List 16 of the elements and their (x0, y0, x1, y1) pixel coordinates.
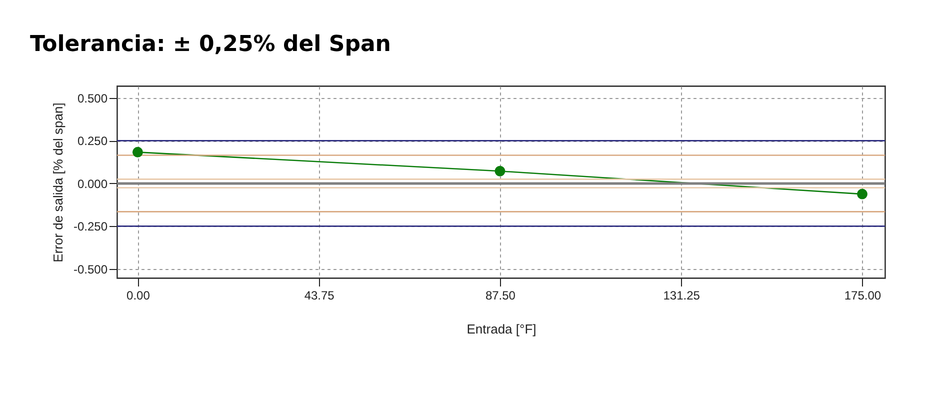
y-axis-title: Error de salida [% del span] (50, 102, 66, 262)
y-tick-label: 0.000 (77, 176, 108, 191)
x-tick-label: 131.25 (663, 288, 700, 302)
x-tick-label: 0.00 (126, 288, 150, 302)
y-tick-label: -0.500 (73, 262, 108, 276)
y-tick-label: -0.250 (73, 220, 108, 234)
x-tick-label: 175.00 (844, 288, 882, 302)
chart-title: Tolerancia: ± 0,25% del Span (30, 32, 391, 57)
x-tick-label: 43.75 (304, 288, 335, 302)
y-tick-label: 0.250 (77, 134, 108, 148)
point (856, 188, 868, 200)
y-tick-label: 0.500 (77, 91, 108, 106)
x-axis-title: Entrada [°F] (466, 322, 536, 336)
point (132, 146, 143, 158)
x-tick-label: 87.50 (485, 288, 516, 302)
point (494, 166, 506, 176)
